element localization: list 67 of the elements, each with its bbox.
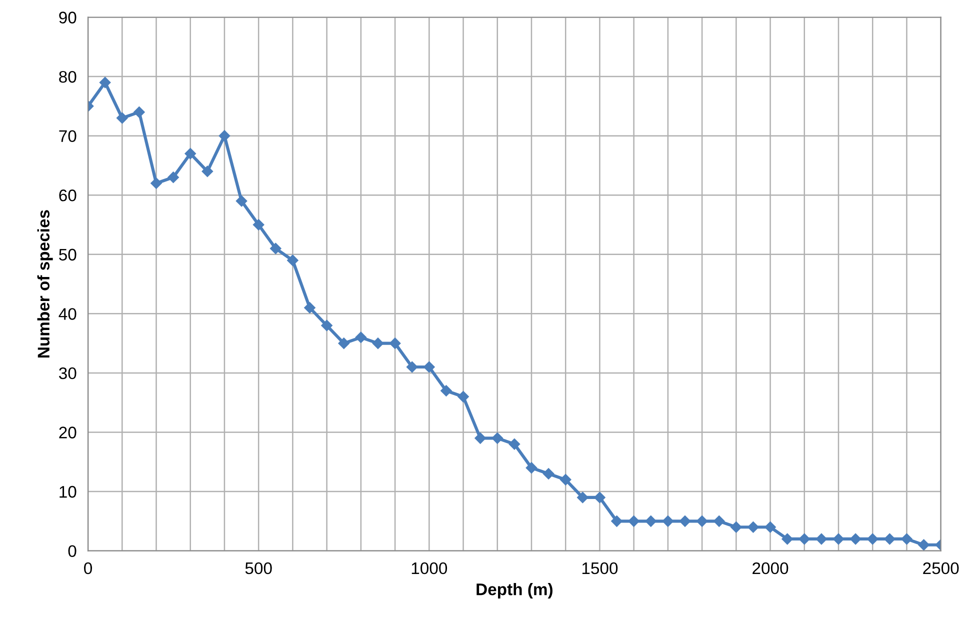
point [832,533,844,545]
point [577,492,588,504]
x-tick-label: 2000 [752,562,788,574]
point [730,522,742,533]
point [918,539,930,550]
y-tick-label: 0 [68,545,76,558]
point [116,112,128,124]
point [508,438,520,450]
point [424,361,435,373]
point [714,516,725,527]
point [867,533,878,545]
point [184,148,196,160]
y-tick-label: 30 [59,367,76,380]
x-tick-label: 1000 [412,562,448,574]
point [816,533,828,545]
point [218,130,230,142]
point [764,522,776,533]
point [355,332,367,343]
y-tick-label: 90 [59,12,76,24]
point [696,516,708,527]
point [287,254,298,266]
point [645,516,656,527]
point [560,474,572,486]
point [901,533,912,545]
point [474,432,486,444]
x-tick-label: 500 [245,562,272,574]
x-tick-label: 1500 [582,562,618,574]
point [850,533,862,545]
point [594,492,606,504]
point [338,338,350,349]
point [662,516,674,527]
point [542,468,554,480]
point [440,385,452,396]
y-tick-label: 20 [59,426,76,438]
y-tick-label: 60 [59,190,76,202]
point [884,533,896,545]
point [236,195,248,207]
x-tick-label: 0 [84,562,92,574]
point [526,462,538,474]
point [748,522,759,533]
point [679,516,691,527]
point [458,391,469,402]
point [202,166,214,177]
point [782,533,793,545]
point [304,302,316,314]
point [270,242,282,254]
point [389,338,401,349]
point [372,338,384,349]
point [406,361,418,373]
point [134,106,145,118]
point [492,432,503,444]
y-tick-label: 40 [58,308,76,320]
y-tick-label: 50 [59,248,76,261]
point [611,516,622,527]
y-axis-title: Number of species [37,210,53,358]
point [168,172,179,183]
point [798,533,810,545]
y-tick-label: 10 [60,486,76,498]
point [628,516,640,527]
y-tick-label: 80 [59,70,76,83]
point [99,76,111,88]
x-tick-label: 2500 [923,562,959,574]
point [252,219,264,230]
x-axis-title: Depth (m) [476,583,552,599]
y-tick-label: 70 [59,130,76,142]
point [150,178,162,189]
point [321,320,332,332]
